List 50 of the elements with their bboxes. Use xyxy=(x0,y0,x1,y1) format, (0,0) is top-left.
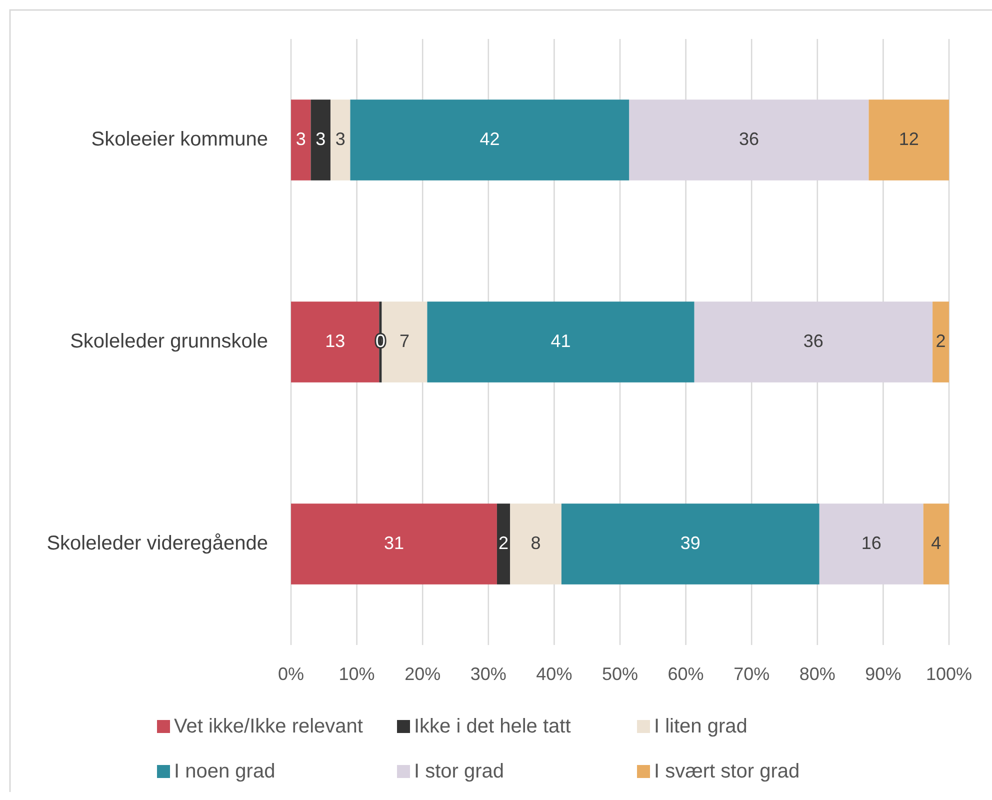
data-label: 2 xyxy=(498,532,509,553)
data-label: 13 xyxy=(325,330,346,351)
legend-label: Ikke i det hele tatt xyxy=(414,715,572,738)
data-label: 4 xyxy=(931,532,942,553)
data-label: 3 xyxy=(316,128,326,149)
data-label: 3 xyxy=(296,128,306,149)
legend-label: I liten grad xyxy=(654,715,748,738)
data-label: 31 xyxy=(384,532,404,553)
bar xyxy=(510,504,562,584)
bar xyxy=(932,302,949,382)
data-label: 8 xyxy=(530,532,541,553)
bar xyxy=(496,504,510,584)
data-label: 42 xyxy=(480,128,500,149)
x-tick-label: 40% xyxy=(536,664,572,684)
legend-label: Vet ikke/Ikke relevant xyxy=(174,715,364,738)
x-tick-label: 0% xyxy=(278,664,304,684)
data-label: 12 xyxy=(898,128,919,149)
x-tick-label: 60% xyxy=(668,664,704,684)
data-label: 36 xyxy=(803,330,824,351)
bar xyxy=(330,100,350,180)
x-tick-label: 10% xyxy=(338,664,375,684)
legend-label: I svært stor grad xyxy=(654,760,800,782)
bar xyxy=(923,504,949,584)
y-tick-label: Skoleeier kommune xyxy=(91,128,268,150)
x-tick-label: 20% xyxy=(404,664,441,684)
bar xyxy=(350,100,630,180)
bar xyxy=(561,504,820,584)
data-label: 7 xyxy=(399,330,410,351)
bar xyxy=(427,302,694,382)
data-label: 2 xyxy=(936,330,946,351)
bar xyxy=(291,504,497,584)
x-tick-label: 50% xyxy=(602,664,638,684)
legend-label: I stor grad xyxy=(414,760,504,782)
x-tick-label: 90% xyxy=(865,664,902,684)
data-label: 16 xyxy=(861,532,882,553)
x-tick-label: 80% xyxy=(799,664,836,684)
bar xyxy=(310,100,330,180)
data-label: 36 xyxy=(738,128,759,149)
legend-label: I noen grad xyxy=(174,760,276,782)
x-tick-label: 30% xyxy=(470,664,506,684)
bar xyxy=(868,100,949,180)
y-tick-label: Skoleleder grunnskole xyxy=(70,330,268,352)
y-tick-label: Skoleleder videregående xyxy=(46,532,268,554)
data-label: 3 xyxy=(335,128,346,149)
data-label: 39 xyxy=(680,532,700,553)
bar xyxy=(291,100,311,180)
data-label: 0 xyxy=(375,330,386,351)
data-label: 41 xyxy=(550,330,571,351)
x-tick-label: 70% xyxy=(734,664,770,684)
x-tick-label: 100% xyxy=(926,664,972,684)
